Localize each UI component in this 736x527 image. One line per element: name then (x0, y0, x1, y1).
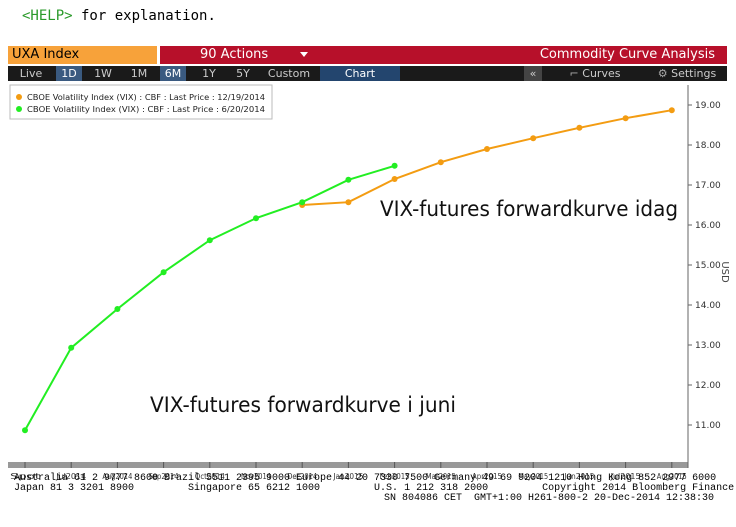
x-tick-label: Apr2015 (472, 472, 502, 481)
data-point (576, 124, 583, 131)
legend-label: CBOE Volatility Index (VIX) : CBF : Last… (27, 93, 265, 102)
toolbar: Chart « ⌐ Curves ⚙ Settings Live 1D 1W 1M 6M… (8, 66, 727, 81)
view-tab[interactable]: Chart (320, 66, 400, 81)
data-point (160, 269, 167, 276)
x-tick-label: Jul2015 (610, 472, 641, 481)
range-button[interactable]: 1D (56, 66, 82, 81)
dropdown-arrow (300, 52, 308, 57)
range-button[interactable]: 5Y (236, 67, 250, 80)
range-button[interactable]: 6M (160, 66, 186, 81)
curves-button[interactable]: ⌐ Curves (569, 67, 621, 80)
series-line (302, 109, 672, 206)
collapse-button[interactable]: « (524, 66, 542, 81)
y-tick-label: 18.00 (695, 141, 721, 151)
data-point (437, 159, 444, 166)
settings-label[interactable]: Settings (671, 67, 717, 80)
y-axis-label: USD (719, 261, 730, 283)
help-key[interactable]: <HELP> (22, 8, 73, 24)
range-button[interactable]: 1M (130, 67, 148, 80)
x-tick-label: Oct2014 (195, 472, 225, 481)
footer-line: Japan 81 3 3201 8900 Singapore 65 6212 1… (14, 483, 736, 494)
range-button[interactable]: 1W (94, 67, 112, 80)
data-point (345, 176, 352, 183)
x-tick-label: Jan2015 (332, 472, 363, 481)
range-button[interactable]: Custom (267, 67, 311, 80)
data-point (253, 215, 259, 222)
x-tick-label: Jul2014 (55, 472, 86, 481)
range-button[interactable]: 1Y (202, 67, 216, 80)
data-point (299, 199, 306, 206)
legend-label: CBOE Volatility Index (VIX) : CBF : Last… (27, 105, 265, 114)
y-tick-label: 15.00 (695, 261, 721, 271)
data-point (391, 162, 398, 169)
x-tick-label: Nov2014 (241, 472, 271, 481)
footer-line: SN 804086 CET GMT+1:00 H261-800-2 20-Dec… (383, 493, 714, 504)
annotation: VIX-futures forwardkurve idag (380, 197, 678, 221)
legend-swatch (16, 106, 22, 112)
security-field[interactable]: UXA Index (8, 46, 157, 64)
legend-box (9, 84, 273, 120)
x-tick-label: Sep2014 (149, 472, 179, 481)
data-point (668, 107, 675, 114)
data-point (622, 115, 629, 122)
y-tick-label: 16.00 (695, 221, 721, 231)
footer-line: Australia 61 2 9777 8600 Brazil 5511 239… (14, 473, 717, 484)
range-button[interactable]: Live (19, 67, 43, 80)
help-prompt: <HELP> for explanation. (22, 8, 216, 24)
footer: Australia 61 2 9777 8600 Brazil 5511 239… (14, 473, 736, 504)
y-tick-label: 17.00 (695, 181, 721, 191)
data-point (391, 176, 398, 182)
data-point (68, 344, 75, 351)
settings-button[interactable]: ⚙ Settings (657, 67, 717, 80)
x-tick-label: Dec2014 (287, 472, 317, 481)
x-tick-label: Spot (10, 472, 40, 481)
data-point (206, 237, 213, 244)
function-title: Commodity Curve Analysis (539, 47, 715, 62)
data-point (114, 306, 121, 312)
curves-label[interactable]: Curves (582, 67, 621, 80)
x-tick-label: May2015 (518, 472, 548, 481)
x-tick-label: Aug2014 (102, 472, 132, 481)
x-tick-label: Aug2015 (657, 472, 687, 481)
data-point (345, 199, 352, 206)
x-tick-label: Mar2015 (426, 472, 456, 481)
x-tick-label: Feb2015 (380, 472, 410, 481)
y-tick-label: 19.00 (695, 101, 721, 111)
help-text: for explanation. (72, 8, 216, 24)
data-point (22, 427, 28, 434)
y-tick-label: 13.00 (695, 341, 721, 351)
x-tick-label: Jun2015 (563, 472, 594, 481)
legend-swatch (16, 94, 22, 100)
y-tick-label: 14.00 (695, 301, 721, 311)
y-tick-label: 11.00 (695, 421, 721, 431)
data-point (530, 135, 537, 142)
series-line (24, 164, 395, 431)
y-tick-label: 12.00 (695, 381, 721, 391)
data-point (484, 146, 490, 152)
actions-menu[interactable]: 90 Actions (200, 47, 269, 62)
function-bar: 90 Actions Commodity Curve Analysis (160, 46, 727, 64)
annotation: VIX-futures forwardkurve i juni (150, 393, 456, 417)
